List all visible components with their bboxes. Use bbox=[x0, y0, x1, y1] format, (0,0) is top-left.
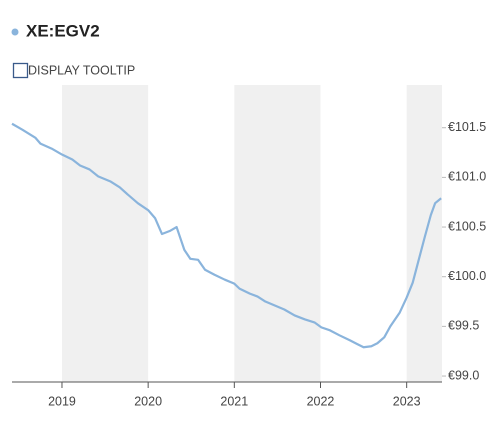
x-tick-label: 2023 bbox=[393, 394, 421, 408]
checkbox-label[interactable]: DISPLAY TOOLTIP bbox=[28, 63, 135, 77]
y-tick-label: €100.0 bbox=[448, 269, 486, 283]
x-tick-label: 2021 bbox=[220, 394, 248, 408]
x-tick-label: 2019 bbox=[48, 394, 76, 408]
tooltip-toggle[interactable]: DISPLAY TOOLTIP bbox=[12, 62, 136, 79]
x-tick-label: 2020 bbox=[134, 394, 162, 408]
legend-title: XE:EGV2 bbox=[26, 21, 100, 40]
line-series bbox=[11, 122, 442, 349]
y-tick-label: €99.0 bbox=[448, 368, 479, 382]
year-band bbox=[61, 85, 149, 382]
y-tick-label: €99.5 bbox=[448, 319, 479, 333]
x-tick-label: 2022 bbox=[307, 394, 335, 408]
y-tick-label: €100.5 bbox=[448, 219, 486, 233]
legend-dot bbox=[11, 28, 19, 36]
y-tick-label: €101.5 bbox=[448, 120, 486, 134]
year-band bbox=[234, 85, 321, 382]
y-tick-label: €101.0 bbox=[448, 170, 486, 184]
year-band bbox=[406, 85, 442, 382]
checkbox[interactable] bbox=[12, 62, 29, 79]
